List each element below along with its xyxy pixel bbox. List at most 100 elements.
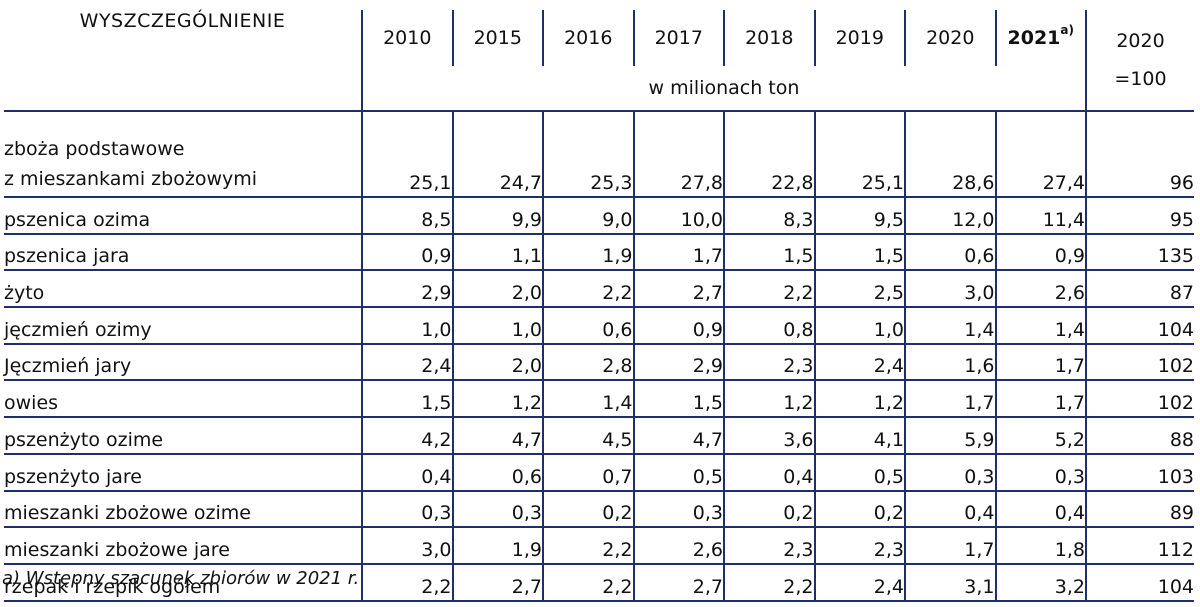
value-cell: 2,7: [632, 563, 724, 602]
table-row: żyto 2,9 2,0 2,2 2,7 2,2 2,5 3,0 2,6 87: [4, 270, 1194, 309]
value-cell: 0,4: [994, 490, 1086, 529]
value-cell: 2,5: [813, 270, 905, 309]
value-cell: 1,5: [361, 380, 453, 419]
row-label: rzepak i rzepik ogółem: [4, 563, 362, 602]
index-cell: 104: [1085, 563, 1194, 602]
index-cell: 88: [1085, 417, 1194, 455]
value-cell: 2,4: [813, 343, 905, 382]
value-cell: 24,7: [451, 111, 543, 198]
index-base-value: =100: [1114, 68, 1167, 90]
value-cell: 8,3: [723, 197, 815, 235]
value-cell: 4,7: [632, 417, 724, 455]
value-cell: 1,8: [994, 527, 1086, 565]
row-label: pszenica jara: [4, 233, 362, 272]
value-cell: 11,4: [994, 197, 1086, 235]
row-label: pszenżyto ozime: [4, 417, 362, 455]
value-cell: 4,2: [361, 417, 453, 455]
value-cell: 0,5: [632, 453, 724, 492]
value-cell: 0,9: [994, 233, 1086, 272]
footnote-marker: a): [1060, 23, 1074, 37]
unit-header: w milionach ton: [361, 66, 1086, 112]
footnote: a) Wstępny szacunek zbiorów w 2021 r.: [2, 568, 360, 589]
value-cell: 1,7: [994, 380, 1086, 419]
value-cell: 1,2: [451, 380, 543, 419]
value-cell: 2,2: [361, 563, 453, 602]
value-cell: 0,3: [904, 453, 996, 492]
row-label: mieszanki zbożowe ozime: [4, 490, 362, 529]
value-cell: 2,0: [451, 270, 543, 309]
value-cell: 1,5: [813, 233, 905, 272]
header-label: WYSZCZEGÓLNIENIE: [4, 10, 362, 112]
value-cell: 2,0: [451, 343, 543, 382]
value-cell: 1,2: [813, 380, 905, 419]
value-cell: 1,5: [632, 380, 724, 419]
value-cell: 1,4: [904, 307, 996, 345]
row-label: pszenica ozima: [4, 197, 362, 235]
value-cell: 1,9: [451, 527, 543, 565]
value-cell: 2,8: [542, 343, 634, 382]
value-cell: 4,7: [451, 417, 543, 455]
value-cell: 0,8: [723, 307, 815, 345]
value-cell: 22,8: [723, 111, 815, 198]
value-cell: 4,1: [813, 417, 905, 455]
value-cell: 5,2: [994, 417, 1086, 455]
value-cell: 9,0: [542, 197, 634, 235]
value-cell: 2,2: [723, 563, 815, 602]
value-cell: 2,4: [361, 343, 453, 382]
value-cell: 1,4: [542, 380, 634, 419]
value-cell: 12,0: [904, 197, 996, 235]
value-cell: 2,7: [451, 563, 543, 602]
value-cell: 1,4: [994, 307, 1086, 345]
index-cell: 95: [1085, 197, 1194, 235]
value-cell: 27,8: [632, 111, 724, 198]
index-base-year: 2020: [1116, 30, 1165, 52]
index-cell: 135: [1085, 233, 1194, 272]
value-cell: 4,5: [542, 417, 634, 455]
value-cell: 3,0: [904, 270, 996, 309]
value-cell: 2,3: [723, 343, 815, 382]
year-header: 2018: [723, 10, 815, 66]
value-cell: 0,2: [813, 490, 905, 529]
value-cell: 0,3: [451, 490, 543, 529]
index-cell: 104: [1085, 307, 1194, 345]
value-cell: 1,7: [904, 380, 996, 419]
value-cell: 0,3: [632, 490, 724, 529]
value-cell: 2,3: [723, 527, 815, 565]
table-row: pszenżyto jare 0,4 0,6 0,7 0,5 0,4 0,5 0,3 0,3 10…: [4, 453, 1194, 492]
index-cell: 103: [1085, 453, 1194, 492]
year-header: 2016: [542, 10, 634, 66]
value-cell: 2,9: [632, 343, 724, 382]
value-cell: 0,4: [361, 453, 453, 492]
table-row: mieszanki zbożowe jare 3,0 1,9 2,2 2,6 2,3 2,3…: [4, 527, 1194, 565]
value-cell: 2,7: [632, 270, 724, 309]
index-cell: 102: [1085, 343, 1194, 382]
year-header: 2019: [813, 10, 905, 66]
value-cell: 1,1: [451, 233, 543, 272]
table-row: owies 1,5 1,2 1,4 1,5 1,2 1,2 1,7 1,7 102: [4, 380, 1194, 419]
table-row: pszenżyto ozime 4,2 4,7 4,5 4,7 3,6 4,1 5,9 5,2 8…: [4, 417, 1194, 455]
value-cell: 9,5: [813, 197, 905, 235]
table-row: mieszanki zbożowe ozime 0,3 0,3 0,2 0,3 0,2 0,…: [4, 490, 1194, 529]
value-cell: 1,9: [542, 233, 634, 272]
value-cell: 0,3: [361, 490, 453, 529]
value-cell: 2,6: [632, 527, 724, 565]
value-cell: 1,0: [361, 307, 453, 345]
index-cell: 96: [1085, 111, 1194, 198]
value-cell: 25,3: [542, 111, 634, 198]
row-label: mieszanki zbożowe jare: [4, 527, 362, 565]
value-cell: 10,0: [632, 197, 724, 235]
year-2021-label: 2021: [1007, 27, 1061, 49]
year-header: 2020: [904, 10, 996, 66]
table-row: Jęczmień jary 2,4 2,0 2,8 2,9 2,3 2,4 1,6 1,7 102: [4, 343, 1194, 382]
table-row: rzepak i rzepik ogółem 2,2 2,7 2,2 2,7 2,2 2,4…: [4, 563, 1194, 602]
value-cell: 2,2: [723, 270, 815, 309]
value-cell: 3,1: [904, 563, 996, 602]
value-cell: 2,2: [542, 270, 634, 309]
value-cell: 2,4: [813, 563, 905, 602]
row-label: pszenżyto jare: [4, 453, 362, 492]
index-cell: 102: [1085, 380, 1194, 419]
row-label: jęczmień ozimy: [4, 307, 362, 345]
row-label: owies: [4, 380, 362, 419]
value-cell: 27,4: [994, 111, 1086, 198]
year-header: 2017: [632, 10, 724, 66]
